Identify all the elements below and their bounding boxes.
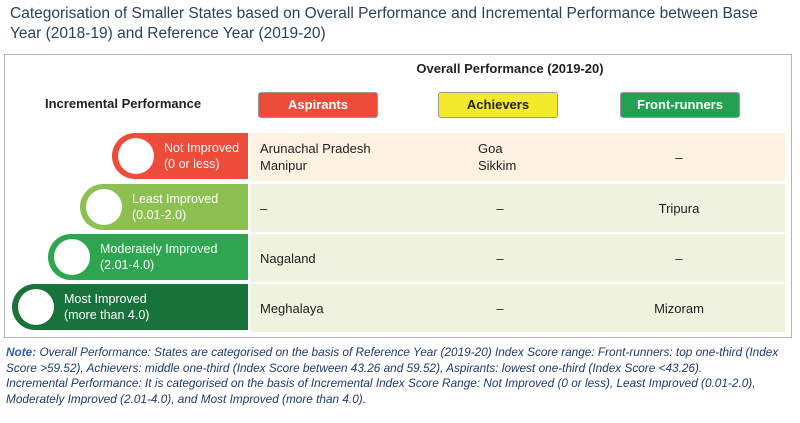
state-name: Arunachal Pradesh bbox=[260, 141, 371, 156]
notes: Note: Overall Performance: States are ca… bbox=[6, 345, 796, 407]
row-label-name: Not Improved bbox=[164, 141, 240, 155]
row-circle bbox=[18, 289, 54, 325]
cell: Mizoram bbox=[600, 300, 758, 317]
state-name: Mizoram bbox=[654, 300, 704, 316]
note-line: Incremental Performance: It is categoris… bbox=[6, 376, 756, 406]
empty-cell: – bbox=[496, 250, 504, 266]
row-background bbox=[250, 133, 785, 181]
state-name: Goa bbox=[478, 141, 503, 156]
column-group-header: Overall Performance (2019-20) bbox=[416, 61, 604, 76]
cell: Goa Sikkim bbox=[478, 140, 516, 174]
note-label: Note: bbox=[6, 345, 37, 359]
row-circle bbox=[118, 138, 154, 174]
column-header: Achievers bbox=[438, 92, 558, 118]
row-circle bbox=[54, 239, 90, 275]
row-label-range: (0 or less) bbox=[164, 157, 220, 171]
table-frame bbox=[4, 54, 792, 338]
column-header: Aspirants bbox=[258, 92, 378, 118]
row-label-range: (2.01-4.0) bbox=[100, 258, 155, 272]
cell: – bbox=[440, 250, 560, 267]
row-label-text: Moderately Improved (2.01-4.0) bbox=[100, 241, 217, 273]
row-label: Most Improved (more than 4.0) bbox=[12, 284, 248, 330]
row-header: Incremental Performance bbox=[45, 96, 202, 111]
row-label-name: Moderately Improved bbox=[100, 242, 218, 256]
title: Categorisation of Smaller States based o… bbox=[10, 5, 758, 42]
column-header: Front-runners bbox=[620, 92, 740, 118]
cell: Arunachal Pradesh Manipur bbox=[260, 140, 371, 174]
state-name: Sikkim bbox=[478, 158, 517, 173]
empty-cell: – bbox=[675, 149, 683, 165]
row-label: Moderately Improved (2.01-4.0) bbox=[48, 234, 248, 280]
row-label: Not Improved (0 or less) bbox=[112, 133, 248, 179]
state-name: Meghalaya bbox=[260, 300, 324, 316]
row-background bbox=[250, 184, 785, 232]
row-label-text: Least Improved (0.01-2.0) bbox=[132, 191, 218, 223]
note-line: Note: Overall Performance: States are ca… bbox=[6, 345, 796, 376]
empty-cell: – bbox=[675, 250, 683, 266]
cell: – bbox=[260, 200, 267, 217]
cell: – bbox=[600, 149, 758, 166]
cell: – bbox=[440, 200, 560, 217]
row-label-name: Most Improved bbox=[64, 292, 147, 306]
empty-cell: – bbox=[496, 200, 504, 216]
cell: Tripura bbox=[600, 200, 758, 217]
cell: – bbox=[600, 250, 758, 267]
row-label: Least Improved (0.01-2.0) bbox=[80, 184, 248, 230]
state-name: Tripura bbox=[658, 200, 700, 216]
row-background bbox=[250, 284, 785, 332]
cell: Nagaland bbox=[260, 250, 316, 267]
row-label-text: Most Improved (more than 4.0) bbox=[64, 291, 149, 323]
state-name: Nagaland bbox=[260, 250, 316, 266]
row-background bbox=[250, 234, 785, 282]
row-label-range: (0.01-2.0) bbox=[132, 208, 187, 222]
state-name: – bbox=[260, 200, 268, 216]
cell: Meghalaya bbox=[260, 300, 324, 317]
row-label-name: Least Improved bbox=[132, 192, 219, 206]
row-label-text: Not Improved (0 or less) bbox=[164, 140, 239, 172]
note-text: Overall Performance: States are categori… bbox=[6, 345, 779, 375]
row-label-range: (more than 4.0) bbox=[64, 308, 150, 322]
cell: – bbox=[440, 300, 560, 317]
row-circle bbox=[86, 189, 122, 225]
state-name: Manipur bbox=[260, 158, 307, 173]
empty-cell: – bbox=[496, 300, 504, 316]
